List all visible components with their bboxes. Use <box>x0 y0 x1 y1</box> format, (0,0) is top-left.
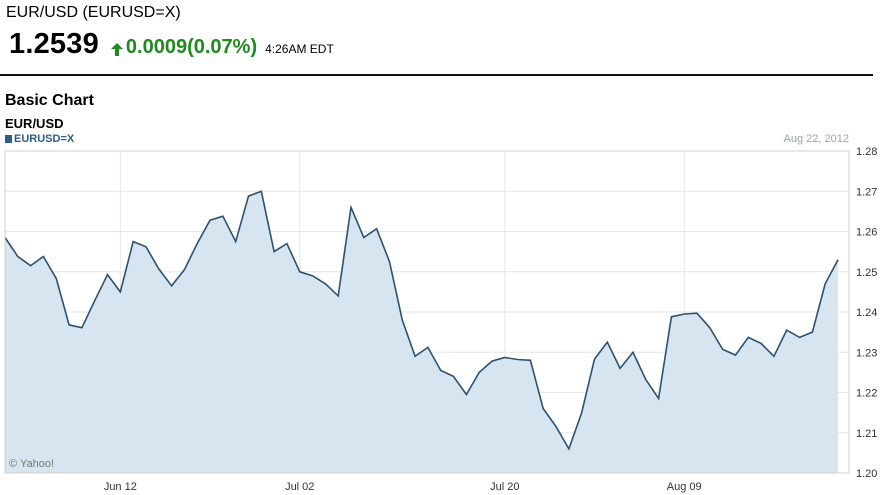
y-tick-label: 1.21 <box>856 428 877 440</box>
x-tick-label: Aug 09 <box>667 481 702 493</box>
y-tick-label: 1.20 <box>856 468 877 480</box>
up-arrow-icon <box>110 43 123 56</box>
price-row: 1.2539 0.0009(0.07%) 4:26AM EDT <box>9 28 334 61</box>
change-value: 0.0009(0.07%) <box>125 36 258 58</box>
chart-credit: © Yahoo! <box>9 458 54 470</box>
x-tick-label: Jul 02 <box>285 481 314 493</box>
chart-title: EUR/USD <box>5 116 64 131</box>
legend-swatch <box>5 135 12 143</box>
y-tick-label: 1.28 <box>856 146 877 158</box>
x-axis: Jun 12 Jul 02 Jul 20 Aug 09 <box>104 481 702 493</box>
chart-heading: Basic Chart <box>5 92 94 109</box>
y-tick-label: 1.26 <box>856 227 877 239</box>
price-line <box>4 190 839 451</box>
price-change: 0.0009(0.07%) <box>110 36 258 59</box>
quote-time: 4:26AM EDT <box>265 42 334 56</box>
y-tick-label: 1.22 <box>856 388 877 400</box>
y-tick-label: 1.23 <box>856 347 877 359</box>
chart-legend: EURUSD=X <box>5 133 74 145</box>
y-tick-label: 1.25 <box>856 267 877 279</box>
chart-date-label: Aug 22, 2012 <box>783 133 849 145</box>
legend-label: EURUSD=X <box>14 133 75 145</box>
y-tick-label: 1.24 <box>856 307 877 319</box>
x-tick-label: Jul 20 <box>490 481 519 493</box>
y-axis: 1.28 1.27 1.26 1.25 1.24 1.23 1.22 1.21 1.20 <box>856 146 877 480</box>
x-tick-label: Jun 12 <box>104 481 137 493</box>
quote-title: EUR/USD (EURUSD=X) <box>6 4 181 21</box>
chart-frame <box>4 150 850 474</box>
y-tick-label: 1.27 <box>856 186 877 198</box>
header-divider <box>0 74 873 76</box>
price-area-fill <box>5 191 838 474</box>
last-price: 1.2539 <box>9 28 99 60</box>
